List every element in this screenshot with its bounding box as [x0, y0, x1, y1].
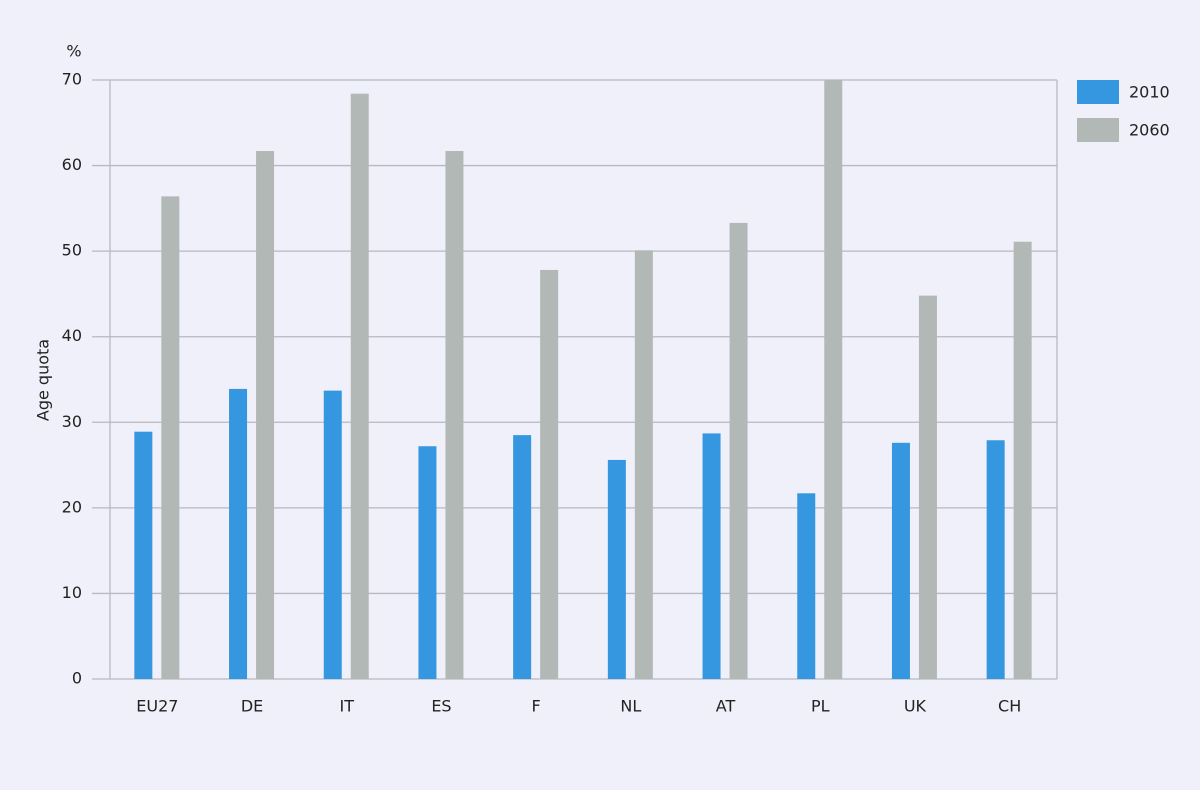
unit-label: % — [66, 42, 81, 61]
legend-label: 2060 — [1129, 121, 1170, 140]
bar — [134, 431, 153, 679]
x-tick-label: AT — [716, 697, 736, 716]
y-tick-label: 20 — [62, 497, 82, 516]
bar — [824, 80, 843, 679]
bar — [891, 442, 910, 679]
bar — [418, 446, 437, 679]
bar — [729, 222, 748, 679]
y-tick-label: 50 — [62, 241, 82, 260]
bar — [918, 295, 937, 679]
x-tick-label: IT — [340, 697, 355, 716]
legend-label: 2010 — [1129, 83, 1170, 102]
bar — [445, 151, 464, 679]
bar — [229, 388, 248, 679]
y-tick-label: 0 — [72, 669, 82, 688]
bar — [634, 250, 653, 679]
x-tick-label: EU27 — [136, 697, 178, 716]
bar — [513, 435, 532, 679]
x-tick-label: ES — [431, 697, 451, 716]
bar — [350, 93, 369, 680]
y-tick-label: 60 — [62, 155, 82, 174]
bar — [702, 433, 721, 679]
x-tick-label: DE — [241, 697, 263, 716]
bar — [161, 196, 180, 679]
bar — [540, 269, 559, 679]
x-tick-label: F — [532, 697, 541, 716]
y-tick-label: 10 — [62, 583, 82, 602]
legend-swatch — [1077, 118, 1119, 142]
x-tick-label: NL — [620, 697, 641, 716]
y-axis-title: Age quota — [34, 339, 53, 421]
bar — [797, 493, 816, 679]
y-tick-label: 70 — [62, 70, 82, 89]
x-tick-label: UK — [904, 697, 927, 716]
bar — [323, 390, 342, 679]
x-tick-label: CH — [998, 697, 1021, 716]
x-tick-label: PL — [811, 697, 830, 716]
bar — [607, 459, 626, 679]
y-tick-label: 40 — [62, 326, 82, 345]
y-tick-label: 30 — [62, 412, 82, 431]
bar — [986, 440, 1005, 679]
legend-swatch — [1077, 80, 1119, 104]
bar — [1013, 241, 1032, 680]
bar — [256, 151, 275, 679]
